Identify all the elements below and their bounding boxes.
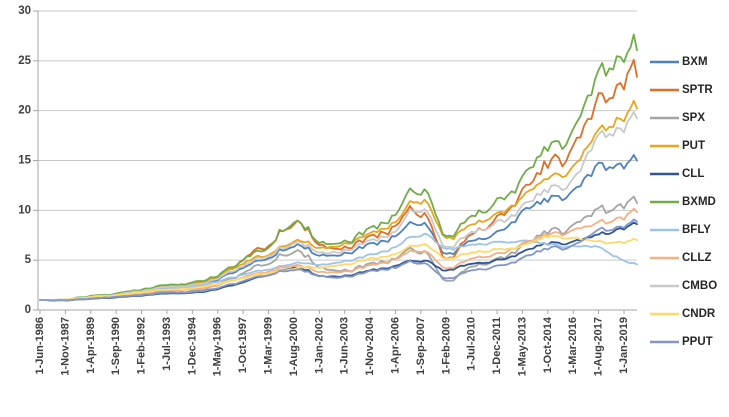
x-axis-labels: 1-Jun-1986 1-Nov-1987 1-Apr-1989 1-Sep-1990… xyxy=(34,316,630,376)
y-axis-label: 0 xyxy=(25,304,31,316)
x-axis-label: 1-Aug-2017 xyxy=(593,317,605,376)
legend-label: BXM xyxy=(682,56,708,68)
legend-item-CMBO[interactable]: CMBO xyxy=(650,280,717,292)
series-line-CLLZ[interactable] xyxy=(39,207,638,302)
legend-label: CLL xyxy=(682,168,704,180)
legend-label: CLLZ xyxy=(682,252,711,264)
axes xyxy=(33,10,637,314)
series-line-BXMD[interactable] xyxy=(39,33,638,302)
x-axis-label: 1-Apr-2006 xyxy=(389,317,401,374)
legend-item-BFLY[interactable]: BFLY xyxy=(650,224,711,236)
x-axis-label: 1-Feb-1992 xyxy=(136,317,148,374)
legend-item-CLL[interactable]: CLL xyxy=(650,168,704,180)
x-axis-label: 1-Jul-2010 xyxy=(466,317,478,371)
x-axis-label: 1-Oct-1997 xyxy=(237,317,249,373)
legend-item-PPUT[interactable]: PPUT xyxy=(650,336,713,348)
legend-item-PUT[interactable]: PUT xyxy=(650,140,705,152)
x-axis-label: 1-Dec-2011 xyxy=(491,317,503,375)
legend-item-CNDR[interactable]: CNDR xyxy=(650,308,716,320)
x-axis-label: 1-Jan-2019 xyxy=(618,317,630,374)
series-line-CNDR[interactable] xyxy=(39,235,638,301)
series-line-PPUT[interactable] xyxy=(39,218,638,302)
legend-label: BXMD xyxy=(682,196,716,208)
x-axis-label: 1-Oct-2014 xyxy=(542,316,554,373)
y-axis-label: 30 xyxy=(18,5,31,17)
x-axis-label: 1-Apr-1989 xyxy=(85,317,97,374)
series-line-CMBO[interactable] xyxy=(39,111,638,302)
legend-item-SPTR[interactable]: SPTR xyxy=(650,84,713,96)
legend-label: SPX xyxy=(682,112,705,124)
x-axis-label: 1-Mar-1999 xyxy=(263,317,275,374)
x-axis-label: 1-Jul-1993 xyxy=(161,317,173,371)
gridlines xyxy=(38,10,637,261)
legend-label: SPTR xyxy=(682,84,713,96)
y-axis-labels: 0 5 10 15 20 25 30 xyxy=(18,5,31,316)
x-axis-label: 1-Dec-1994 xyxy=(186,316,198,375)
x-axis-label: 1-Sep-2007 xyxy=(415,317,427,375)
x-axis-label: 1-May-2013 xyxy=(516,317,528,376)
x-axis-label: 1-Nov-2004 xyxy=(364,316,376,376)
legend-label: PPUT xyxy=(682,336,713,348)
y-axis-label: 20 xyxy=(18,105,31,117)
legend-item-BXM[interactable]: BXM xyxy=(650,56,708,68)
y-axis-label: 5 xyxy=(25,254,32,266)
legend-item-CLLZ[interactable]: CLLZ xyxy=(650,252,711,264)
y-axis-label: 25 xyxy=(18,55,31,67)
legend-label: CNDR xyxy=(682,308,716,320)
y-axis-label: 15 xyxy=(18,155,31,167)
legend-label: BFLY xyxy=(682,224,711,236)
x-axis-label: 1-Jun-2003 xyxy=(339,317,351,374)
x-axis-label: 1-Feb-2009 xyxy=(440,317,452,374)
x-axis-label: 1-Nov-1987 xyxy=(59,317,71,376)
x-axis-label: 1-Jun-1986 xyxy=(34,317,46,374)
legend-item-BXMD[interactable]: BXMD xyxy=(650,196,716,208)
x-axis-label: 1-Aug-2000 xyxy=(288,317,300,376)
x-axis-label: 1-May-1996 xyxy=(212,317,224,376)
series-line-SPTR[interactable] xyxy=(39,58,638,302)
x-axis-label: 1-Jan-2002 xyxy=(313,317,325,374)
x-axis-label: 1-Sep-1990 xyxy=(110,317,122,375)
x-axis-label: 1-Mar-2016 xyxy=(567,317,579,374)
y-axis-label: 10 xyxy=(18,204,31,216)
legend-item-SPX[interactable]: SPX xyxy=(650,112,705,124)
legend-label: PUT xyxy=(682,140,705,152)
legend-label: CMBO xyxy=(682,280,717,292)
legend: BXM SPTR SPX PUT CLL BXMD BFLY CLLZ CMBO CNDR PPUT xyxy=(650,56,717,348)
series-lines xyxy=(39,33,638,302)
